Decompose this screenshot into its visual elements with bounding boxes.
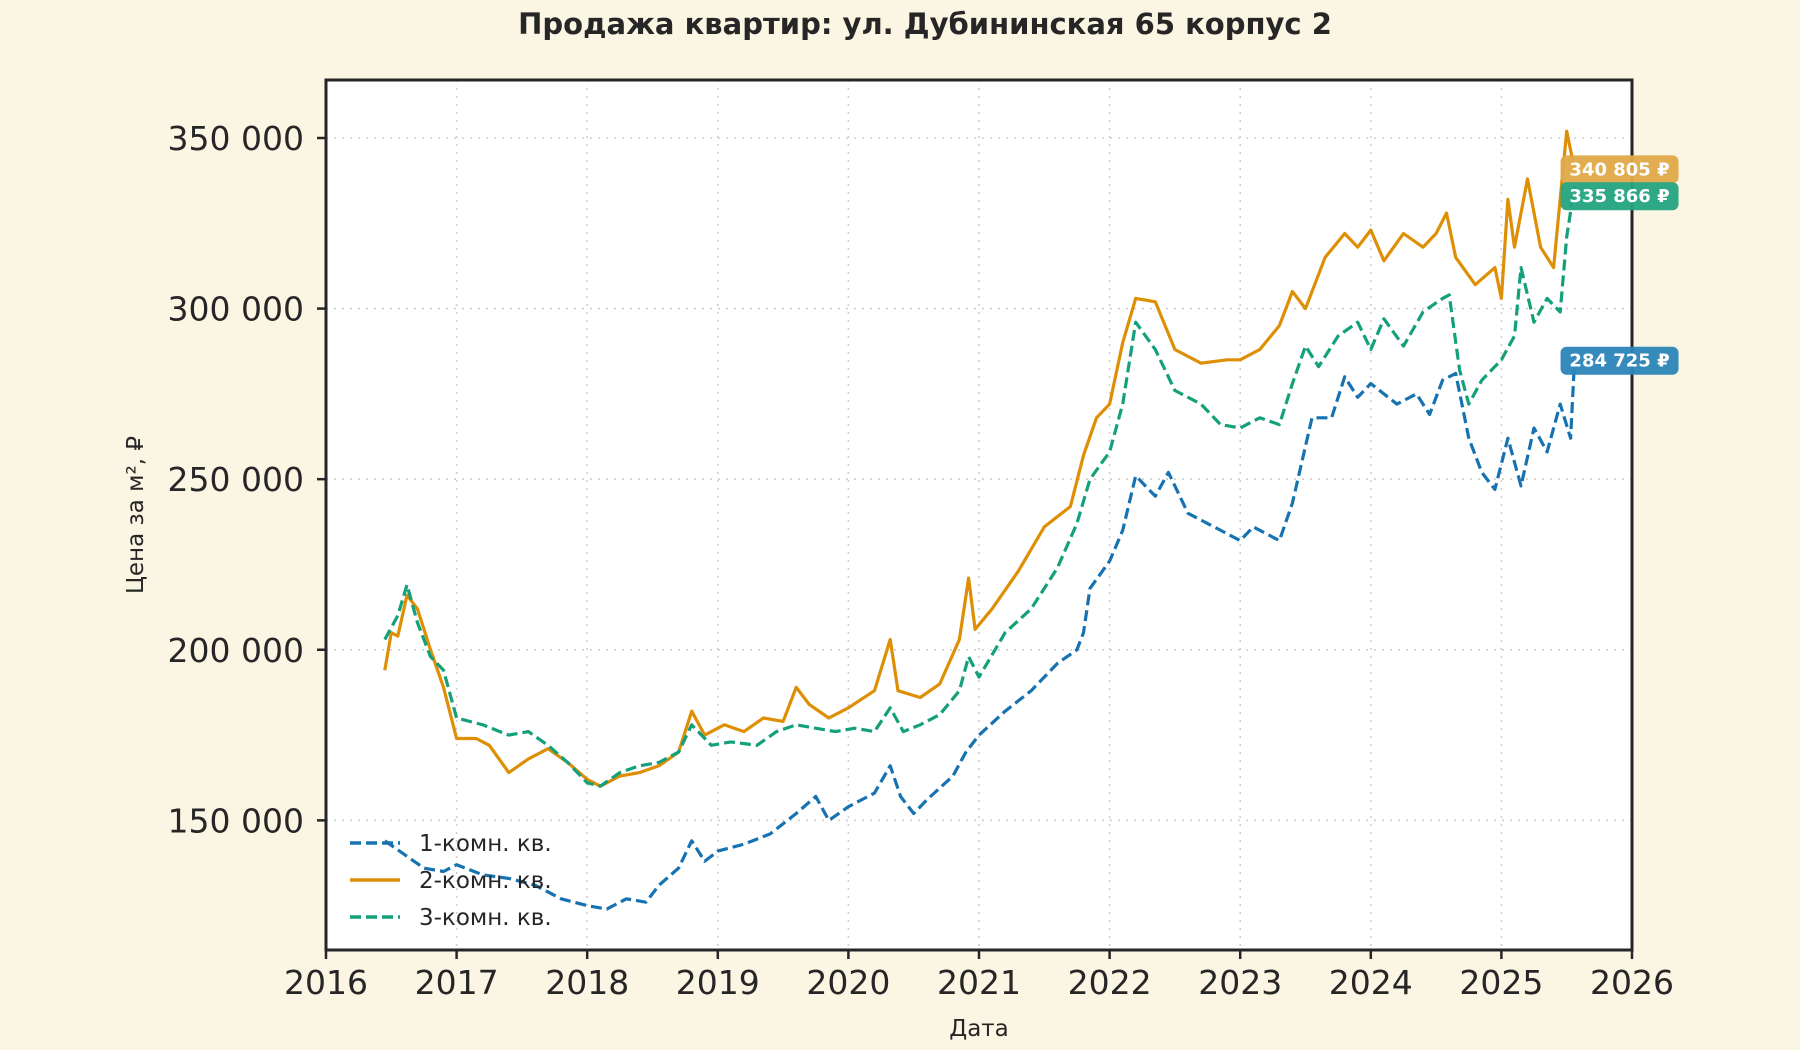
series-lines [383, 129, 1577, 911]
y-tick-label: 350 000 [168, 119, 304, 158]
plot-area [326, 80, 1632, 950]
x-tick-label: 2021 [937, 963, 1021, 1002]
x-tick-label: 2023 [1198, 963, 1282, 1002]
end-label-badge [1560, 182, 1679, 211]
end-label-value: 335 866 ₽ [1569, 186, 1669, 207]
y-axis-label: Цена за м², ₽ [123, 436, 149, 594]
series-line-1 [383, 360, 1577, 911]
end-label-value: 284 725 ₽ [1569, 351, 1669, 372]
series-line-2 [383, 129, 1577, 788]
x-tick-label: 2018 [545, 963, 629, 1002]
x-tick-label: 2017 [415, 963, 499, 1002]
series-line-3 [383, 185, 1577, 788]
end-labels: 340 805 ₽ 284 725 ₽ 335 866 ₽ [1560, 155, 1679, 375]
y-tick-label: 200 000 [168, 631, 304, 670]
end-label-badge [1560, 346, 1679, 375]
x-tick-label: 2025 [1459, 963, 1543, 1002]
end-label-badge [1560, 155, 1679, 184]
grid-lines [326, 80, 1632, 950]
legend-entry: 3-комн. кв. [419, 905, 552, 931]
end-label-value: 340 805 ₽ [1569, 159, 1669, 180]
chart-title: Продажа квартир: ул. Дубининская 65 корп… [518, 7, 1332, 41]
y-tick-label: 150 000 [168, 801, 304, 840]
y-tick-label: 300 000 [168, 290, 304, 329]
axis-ticks: 2016 2017 2018 2019 2020 2021 2022 2023 2024 2025… [168, 119, 1674, 1002]
x-tick-label: 2019 [676, 963, 760, 1002]
x-tick-label: 2016 [284, 963, 368, 1002]
legend-entry: 1-комн. кв. [419, 831, 552, 857]
y-tick-label: 250 000 [168, 460, 304, 499]
x-tick-label: 2022 [1068, 963, 1152, 1002]
x-tick-label: 2020 [806, 963, 890, 1002]
x-tick-label: 2026 [1590, 963, 1674, 1002]
legend-entry: 2-комн. кв. [419, 868, 552, 894]
x-axis-label: Дата [949, 1016, 1009, 1042]
x-tick-label: 2024 [1329, 963, 1413, 1002]
legend: 1-комн. кв. 2-комн. кв. 3-комн. кв. [350, 831, 552, 931]
